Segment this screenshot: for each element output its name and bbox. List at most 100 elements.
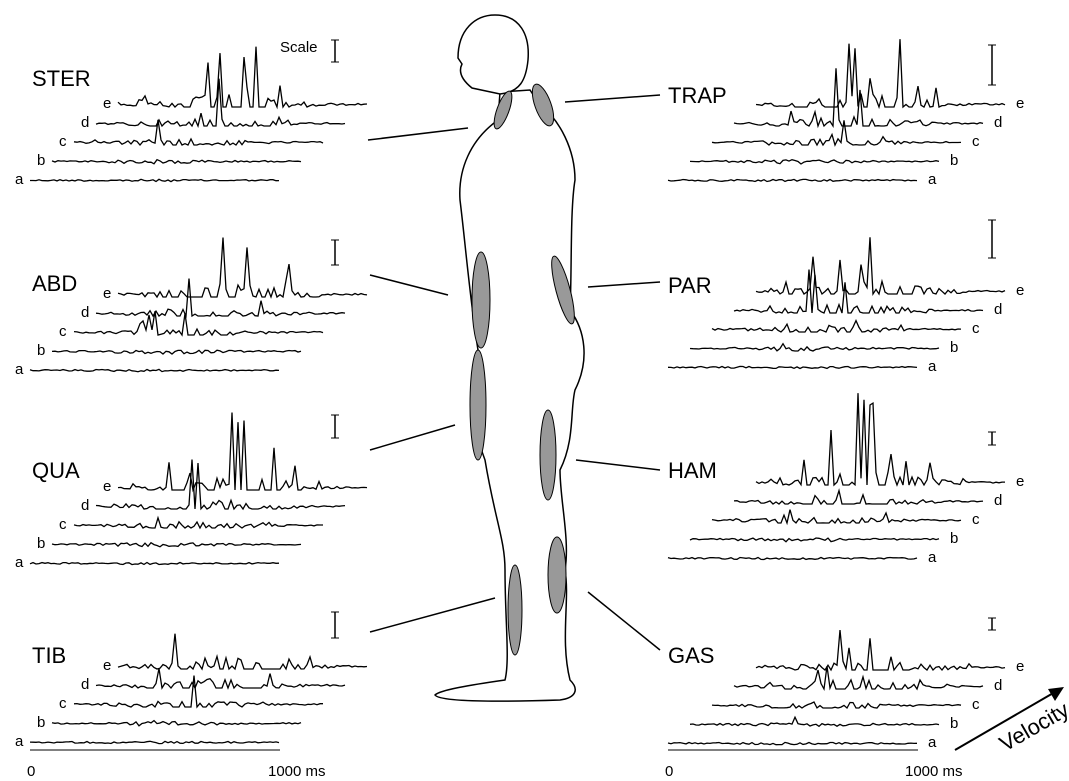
muscle-qua <box>470 350 486 460</box>
trace-letter: b <box>37 342 45 359</box>
emg-trace <box>30 741 279 743</box>
trace-letter: b <box>950 152 958 169</box>
emg-trace <box>756 393 1005 485</box>
emg-trace <box>712 510 961 523</box>
leader-line <box>576 460 660 470</box>
emg-trace <box>690 160 939 164</box>
trace-letter: c <box>972 320 980 337</box>
trace-letter: a <box>15 171 24 188</box>
emg-trace <box>118 238 367 298</box>
trace-letter: e <box>1016 473 1024 490</box>
emg-trace <box>690 344 939 351</box>
trace-letter: d <box>81 304 89 321</box>
emg-trace <box>30 563 279 565</box>
muscle-gas <box>548 537 566 613</box>
emg-trace <box>52 721 301 726</box>
muscle-ham <box>540 410 556 500</box>
muscle-label: GAS <box>668 643 714 668</box>
trace-letter: a <box>928 549 937 566</box>
emg-trace <box>74 518 323 528</box>
trace-letter: d <box>994 677 1002 694</box>
leader-line <box>588 282 660 287</box>
trace-letter: d <box>994 114 1002 131</box>
trace-letter: e <box>103 95 111 112</box>
emg-trace <box>756 39 1005 107</box>
emg-trace <box>118 634 367 669</box>
emg-trace <box>756 630 1005 670</box>
emg-trace <box>756 237 1005 294</box>
emg-trace <box>734 68 983 126</box>
emg-trace <box>30 369 279 371</box>
emg-trace <box>712 702 961 708</box>
leader-line <box>588 592 660 650</box>
emg-trace <box>96 79 345 126</box>
trace-letter: d <box>994 492 1002 509</box>
emg-trace <box>712 321 961 332</box>
figure: 0 1000 ms 0 1000 ms Velocity Scale abcde… <box>0 0 1069 781</box>
emg-trace <box>690 717 939 726</box>
trace-letter: c <box>59 133 67 150</box>
leader-line <box>370 275 448 295</box>
muscle-label: PAR <box>668 273 712 298</box>
muscle-abd <box>472 252 490 348</box>
trace-letter: b <box>37 714 45 731</box>
emg-trace <box>30 179 279 181</box>
emg-trace <box>734 491 983 504</box>
head <box>458 15 528 94</box>
leader-line <box>370 425 455 450</box>
emg-trace <box>96 669 345 689</box>
trace-letter: e <box>1016 658 1024 675</box>
trace-letter: d <box>994 301 1002 318</box>
emg-trace <box>52 350 301 354</box>
trace-letter: e <box>103 657 111 674</box>
trace-letter: d <box>81 497 89 514</box>
emg-trace <box>668 558 917 560</box>
trace-letter: c <box>972 696 980 713</box>
emg-trace <box>668 179 917 181</box>
trace-letter: c <box>59 695 67 712</box>
emg-trace <box>712 120 961 145</box>
trace-letter: b <box>37 152 45 169</box>
leader-line <box>368 128 468 140</box>
emg-trace <box>118 47 367 107</box>
trace-letter: d <box>81 114 89 131</box>
emg-trace <box>734 666 983 689</box>
trace-letter: b <box>950 339 958 356</box>
trace-letter: d <box>81 676 89 693</box>
muscle-label: QUA <box>32 458 80 483</box>
trace-letter: a <box>928 358 937 375</box>
muscle-label: TRAP <box>668 83 727 108</box>
trace-letter: c <box>972 511 980 528</box>
muscle-label: TIB <box>32 643 66 668</box>
trace-letter: e <box>1016 282 1024 299</box>
leader-line <box>565 95 660 102</box>
trace-letter: a <box>928 171 937 188</box>
trace-letter: a <box>15 733 24 750</box>
trace-letter: b <box>37 535 45 552</box>
trace-letter: e <box>1016 95 1024 112</box>
emg-trace <box>74 676 323 708</box>
leader-line <box>370 598 495 632</box>
muscle-label: STER <box>32 66 91 91</box>
scale-label: Scale <box>280 39 318 56</box>
emg-trace <box>690 538 939 542</box>
trace-letter: e <box>103 285 111 302</box>
trace-letter: c <box>59 516 67 533</box>
emg-trace <box>118 413 367 491</box>
trace-letter: a <box>15 554 24 571</box>
axis-end: 1000 ms <box>268 763 326 780</box>
trace-letter: e <box>103 478 111 495</box>
axis-start: 0 <box>27 763 35 780</box>
trace-letter: b <box>950 530 958 547</box>
trace-letter: a <box>15 361 24 378</box>
axis-start: 0 <box>665 763 673 780</box>
trace-letter: c <box>59 323 67 340</box>
muscle-label: HAM <box>668 458 717 483</box>
muscle-tib <box>508 565 522 655</box>
trace-letter: a <box>928 734 937 751</box>
muscle-label: ABD <box>32 271 77 296</box>
emg-trace <box>52 160 301 164</box>
trace-letter: c <box>972 133 980 150</box>
emg-trace <box>668 366 917 368</box>
trace-letter: b <box>950 715 958 732</box>
